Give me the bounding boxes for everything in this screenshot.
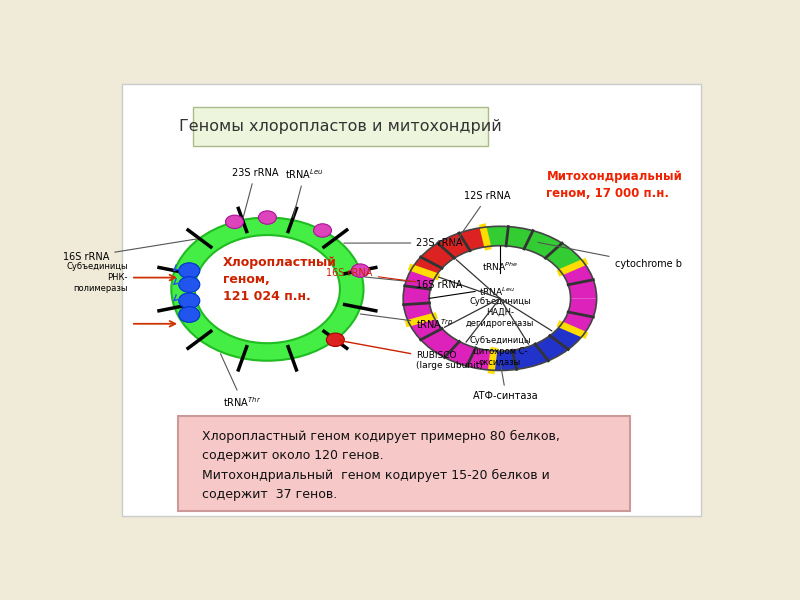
Circle shape bbox=[326, 333, 344, 346]
Text: Геномы хлоропластов и митохондрий: Геномы хлоропластов и митохондрий bbox=[179, 119, 502, 134]
Circle shape bbox=[178, 307, 200, 322]
Wedge shape bbox=[483, 226, 584, 272]
Text: 23S rRNA: 23S rRNA bbox=[232, 168, 278, 217]
Wedge shape bbox=[561, 298, 597, 334]
Text: Субъединицы
РНК-
полимеразы: Субъединицы РНК- полимеразы bbox=[66, 262, 128, 293]
Text: 12S rRNA: 12S rRNA bbox=[454, 191, 510, 245]
Text: tRNA$^{Thr}$: tRNA$^{Thr}$ bbox=[221, 353, 262, 409]
Wedge shape bbox=[491, 325, 584, 370]
Circle shape bbox=[258, 211, 276, 224]
Circle shape bbox=[178, 293, 200, 308]
Text: tRNA$^{Leu}$: tRNA$^{Leu}$ bbox=[286, 167, 324, 217]
Circle shape bbox=[351, 264, 370, 277]
Text: АТФ-синтаза: АТФ-синтаза bbox=[474, 364, 539, 401]
Text: 16S rRNA: 16S rRNA bbox=[365, 277, 462, 290]
Circle shape bbox=[178, 263, 200, 278]
Text: Хлоропластный геном кодирует примерно 80 белков,
содержит около 120 генов.
Митох: Хлоропластный геном кодирует примерно 80… bbox=[202, 430, 560, 502]
Text: RUBISCO
(large subunit): RUBISCO (large subunit) bbox=[340, 340, 483, 370]
Circle shape bbox=[226, 215, 243, 229]
Wedge shape bbox=[409, 316, 494, 370]
Text: 16S rRNA: 16S rRNA bbox=[63, 239, 197, 262]
Text: tRNA$^{Phe}$: tRNA$^{Phe}$ bbox=[482, 260, 518, 273]
Text: Субъединицы
цитохром С-
оксидазы: Субъединицы цитохром С- оксидазы bbox=[469, 336, 530, 367]
Wedge shape bbox=[561, 262, 597, 298]
Wedge shape bbox=[412, 227, 488, 276]
Text: 23S rRNA: 23S rRNA bbox=[344, 238, 462, 248]
Text: tRNA$^{Trp}$: tRNA$^{Trp}$ bbox=[361, 314, 454, 331]
FancyBboxPatch shape bbox=[193, 107, 487, 146]
Text: tRNA$^{Leu}$: tRNA$^{Leu}$ bbox=[479, 285, 514, 298]
Text: Хлоропластный
геном,
121 024 п.н.: Хлоропластный геном, 121 024 п.н. bbox=[223, 256, 337, 304]
Circle shape bbox=[178, 277, 200, 292]
Text: cytochrome b: cytochrome b bbox=[538, 242, 682, 269]
Circle shape bbox=[430, 246, 570, 350]
Text: 16S rRNA: 16S rRNA bbox=[326, 268, 416, 282]
Wedge shape bbox=[403, 268, 436, 323]
FancyBboxPatch shape bbox=[122, 83, 702, 515]
Circle shape bbox=[314, 224, 331, 237]
Text: Субъединицы
НАДН-
дегидрогеназы: Субъединицы НАДН- дегидрогеназы bbox=[466, 296, 534, 328]
FancyBboxPatch shape bbox=[178, 416, 630, 511]
Text: Митохондриальный
геном, 17 000 п.н.: Митохондриальный геном, 17 000 п.н. bbox=[546, 170, 682, 200]
